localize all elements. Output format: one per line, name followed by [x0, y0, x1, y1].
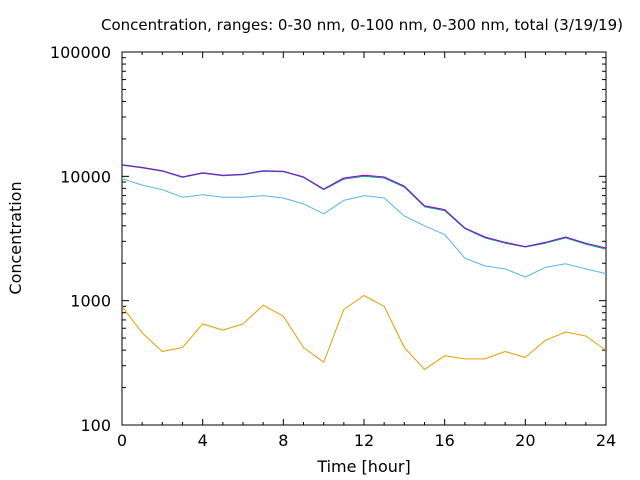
x-tick-label: 16	[434, 431, 454, 450]
y-tick-label: 100	[80, 416, 111, 435]
y-tick-label: 100000	[50, 43, 111, 62]
x-tick-label: 12	[354, 431, 374, 450]
x-tick-label: 8	[278, 431, 288, 450]
series-line-3	[121, 164, 607, 250]
x-tick-label: 0	[117, 431, 127, 450]
ticks-layer: 0 4 8 12 16 20 24 100 1000 10000 100000	[50, 43, 616, 450]
series-line-1	[121, 295, 607, 370]
x-axis-label: Time [hour]	[316, 457, 410, 476]
y-tick-label: 1000	[70, 292, 111, 311]
x-tick-label: 24	[596, 431, 616, 450]
series-line-2	[121, 178, 607, 278]
chart-title: Concentration, ranges: 0-30 nm, 0-100 nm…	[101, 16, 623, 34]
x-tick-label: 4	[198, 431, 208, 450]
x-tick-label: 20	[515, 431, 535, 450]
plot-frame	[121, 51, 607, 426]
series-layer	[121, 164, 607, 370]
series-line-4	[121, 164, 607, 249]
y-tick-label: 10000	[60, 167, 111, 186]
y-axis-label: Concentration	[6, 181, 25, 294]
